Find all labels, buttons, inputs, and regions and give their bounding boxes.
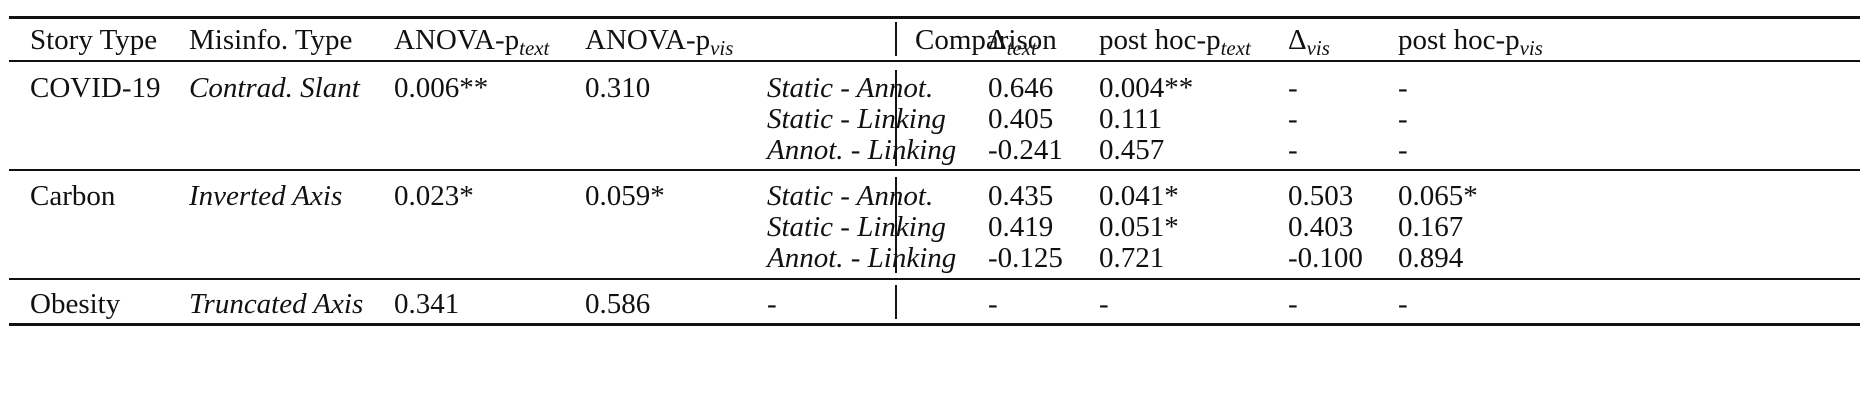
header-story-type: Story Type [30,24,158,56]
header-posthoc-p-text-sub: text [1220,35,1251,60]
header-delta-vis-sub: vis [1306,35,1330,60]
header-posthoc-p-vis: post hoc-pvis [1398,24,1543,59]
delta-text-cell: 0.646 [988,72,1054,104]
comparison-cell: Static - Annot. [767,72,934,104]
header-delta-text-base: Δ [988,24,1007,56]
anova-p-text-cell: 0.341 [394,288,460,320]
posthoc-p-text-cell: - [1099,288,1109,320]
header-anova-p-text: ANOVA-ptext [394,24,549,59]
posthoc-p-vis-cell: 0.065* [1398,180,1478,212]
header-anova-p-vis-base: ANOVA-p [585,24,711,56]
delta-vis-cell: - [1288,288,1298,320]
header-delta-text-sub: text [1006,35,1037,60]
header-posthoc-p-vis-sub: vis [1519,35,1543,60]
column-separator-group-2 [895,177,897,273]
posthoc-p-vis-cell: - [1398,103,1408,135]
header-comparison: Comparison [915,24,1057,56]
header-posthoc-p-text-base: post hoc-p [1099,24,1221,56]
misinfo-type-cell: Truncated Axis [189,288,364,320]
story-type-cell: Obesity [30,288,121,320]
delta-text-cell: 0.435 [988,180,1054,212]
posthoc-p-vis-cell: 0.894 [1398,242,1464,274]
posthoc-p-text-cell: 0.051* [1099,211,1179,243]
column-separator-header [895,22,897,56]
comparison-cell: Annot. - Linking [767,134,957,166]
misinfo-type-cell: Inverted Axis [189,180,343,212]
delta-text-cell: 0.419 [988,211,1054,243]
group-rule-1 [9,169,1860,171]
header-posthoc-p-text: post hoc-ptext [1099,24,1251,59]
posthoc-p-text-cell: 0.041* [1099,180,1179,212]
column-separator-group-3 [895,285,897,319]
header-misinfo-type: Misinfo. Type [189,24,353,56]
header-delta-vis-base: Δ [1288,24,1307,56]
delta-vis-cell: -0.100 [1288,242,1363,274]
posthoc-p-vis-cell: - [1398,72,1408,104]
comparison-cell: - [767,288,777,320]
header-rule [9,60,1860,62]
comparison-cell: Static - Linking [767,103,946,135]
group-rule-2 [9,278,1860,280]
header-delta-vis: Δvis [1288,24,1330,59]
posthoc-p-vis-cell: - [1398,134,1408,166]
header-anova-p-text-sub: text [519,35,550,60]
anova-p-vis-cell: 0.310 [585,72,651,104]
header-anova-p-text-base: ANOVA-p [394,24,520,56]
posthoc-p-text-cell: 0.111 [1099,103,1163,135]
header-anova-p-vis: ANOVA-pvis [585,24,733,59]
delta-vis-cell: 0.503 [1288,180,1354,212]
bottom-rule [9,323,1860,326]
header-delta-text: Δtext [988,24,1037,59]
anova-p-vis-cell: 0.059* [585,180,665,212]
story-type-cell: COVID-19 [30,72,161,104]
delta-text-cell: - [988,288,998,320]
delta-text-cell: -0.125 [988,242,1063,274]
comparison-cell: Annot. - Linking [767,242,957,274]
comparison-cell: Static - Linking [767,211,946,243]
delta-vis-cell: - [1288,103,1298,135]
anova-p-text-cell: 0.006** [394,72,489,104]
anova-p-text-cell: 0.023* [394,180,474,212]
header-anova-p-vis-sub: vis [710,35,734,60]
story-type-cell: Carbon [30,180,116,212]
misinfo-type-cell: Contrad. Slant [189,72,360,104]
delta-vis-cell: - [1288,72,1298,104]
posthoc-p-text-cell: 0.004** [1099,72,1194,104]
delta-text-cell: -0.241 [988,134,1063,166]
posthoc-p-text-cell: 0.721 [1099,242,1165,274]
column-separator-group-1 [895,70,897,166]
anova-p-vis-cell: 0.586 [585,288,651,320]
posthoc-p-vis-cell: - [1398,288,1408,320]
top-rule [9,16,1860,19]
delta-vis-cell: - [1288,134,1298,166]
comparison-cell: Static - Annot. [767,180,934,212]
posthoc-p-vis-cell: 0.167 [1398,211,1464,243]
header-posthoc-p-vis-base: post hoc-p [1398,24,1520,56]
posthoc-p-text-cell: 0.457 [1099,134,1165,166]
delta-vis-cell: 0.403 [1288,211,1354,243]
delta-text-cell: 0.405 [988,103,1054,135]
